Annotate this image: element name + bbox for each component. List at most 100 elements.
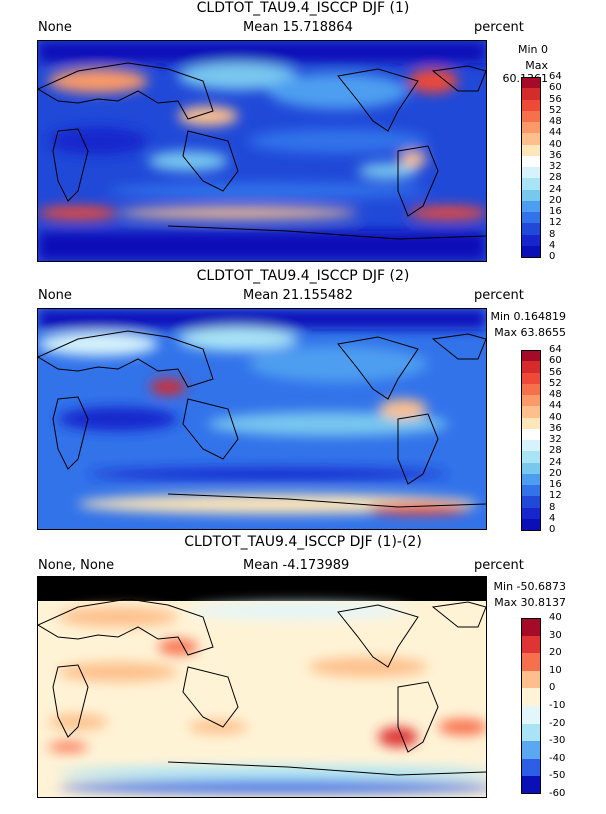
colorbar-tick-label: 30 <box>549 629 562 641</box>
colorbar-tick-label: 60 <box>549 355 562 367</box>
panel-1: CLDTOT_TAU9.4_ISCCP DJF (1) None Mean 15… <box>0 0 606 270</box>
colorbar-tick-label: 0 <box>549 524 556 535</box>
colorbar-swatch <box>521 462 541 475</box>
colorbar-tick-label: -60 <box>549 788 566 799</box>
colorbar-swatch <box>521 88 541 100</box>
colorbar-tick-label: 20 <box>549 647 562 659</box>
colorbar-tick-label: 36 <box>549 149 562 161</box>
map-field <box>38 577 486 797</box>
colorbar-tick-label: 0 <box>549 682 556 694</box>
colorbar-tick-label: 8 <box>549 501 556 513</box>
map-field <box>38 41 486 261</box>
colorbar-tick-label: 44 <box>549 400 562 412</box>
map-field <box>38 309 486 529</box>
max-label: Max 30.8137 <box>494 596 566 609</box>
colorbar-swatch <box>521 372 541 385</box>
colorbar-swatch <box>521 189 541 202</box>
mean-label: Mean 21.155482 <box>243 288 353 303</box>
colorbar-tick-label: 4 <box>549 512 556 524</box>
colorbar-swatch <box>521 234 541 247</box>
colorbar-swatch <box>521 383 541 396</box>
max-label: Max 63.8655 <box>494 326 566 339</box>
colorbar-swatch <box>521 618 541 637</box>
colorbar-tick-label: 8 <box>549 228 556 240</box>
colorbar-tick-label: 16 <box>549 479 562 490</box>
colorbar-swatch <box>521 670 541 689</box>
colorbar-swatch <box>521 178 541 190</box>
colorbar-swatch <box>521 688 541 707</box>
colorbar-swatch <box>521 776 541 795</box>
colorbar-tick-label: 4 <box>549 239 556 251</box>
colorbar-tick-label: -40 <box>549 752 566 764</box>
min-label: Min 0.164819 <box>490 310 566 323</box>
colorbar-swatch <box>521 428 541 441</box>
colorbar-swatch <box>521 741 541 760</box>
colorbar-swatch <box>521 706 541 725</box>
colorbar-swatch <box>521 496 541 508</box>
mean-label: Mean -4.173989 <box>243 558 350 573</box>
map-plot <box>37 40 487 262</box>
colorbar-tick-label: 24 <box>549 183 562 195</box>
colorbar-tick-label: -30 <box>549 735 566 747</box>
colorbar-tick-label: 64 <box>549 71 562 82</box>
units-label: percent <box>474 20 524 35</box>
variable-label: None <box>38 20 72 35</box>
panel-title: CLDTOT_TAU9.4_ISCCP DJF (1)-(2) <box>184 534 422 550</box>
variable-label: None <box>38 288 72 303</box>
colorbar-tick-label: 28 <box>549 445 562 457</box>
colorbar-tick-label: 48 <box>549 116 562 127</box>
colorbar-tick-label: 36 <box>549 422 562 434</box>
colorbar-tick-label: 52 <box>549 104 562 116</box>
colorbar-swatch <box>521 245 541 258</box>
colorbar-swatch <box>521 417 541 430</box>
colorbar-swatch <box>521 451 541 463</box>
colorbar-tick-label: 24 <box>549 456 562 468</box>
min-label: Min -50.6873 <box>493 580 566 593</box>
panel-title: CLDTOT_TAU9.4_ISCCP DJF (1) <box>196 0 410 16</box>
colorbar-swatch <box>521 167 541 179</box>
colorbar-tick-label: 20 <box>549 467 562 479</box>
mean-label: Mean 15.718864 <box>243 20 353 35</box>
colorbar-tick-label: 20 <box>549 194 562 206</box>
colorbar-tick-label: -50 <box>549 770 566 782</box>
colorbar-swatch <box>521 223 541 235</box>
colorbar-tick-label: -10 <box>549 700 566 711</box>
colorbar-swatch <box>521 144 541 157</box>
colorbar-swatch <box>521 212 541 224</box>
colorbar-swatch <box>521 155 541 168</box>
colorbar-tick-label: 0 <box>549 251 556 262</box>
colorbar-swatch <box>521 440 541 452</box>
colorbar-tick-label: 28 <box>549 172 562 184</box>
colorbar-tick-label: 12 <box>549 217 562 229</box>
colorbar-swatch <box>521 485 541 497</box>
colorbar-swatch <box>521 99 541 112</box>
colorbar-tick-label: 64 <box>549 344 562 355</box>
colorbar-tick-label: 56 <box>549 93 562 105</box>
colorbar-tick-label: 32 <box>549 434 562 445</box>
panel-2: CLDTOT_TAU9.4_ISCCP DJF (2) None Mean 21… <box>0 268 606 538</box>
colorbar-tick-label: 52 <box>549 377 562 389</box>
colorbar-tick-label: 40 <box>549 612 562 623</box>
colorbar-swatch <box>521 507 541 520</box>
colorbar-tick-label: 56 <box>549 366 562 378</box>
map-plot <box>37 308 487 530</box>
colorbar-tick-label: 40 <box>549 411 562 423</box>
colorbar-swatch <box>521 122 541 134</box>
colorbar-tick-label: 60 <box>549 82 562 94</box>
colorbar-swatch <box>521 635 541 654</box>
colorbar-swatch <box>521 350 541 362</box>
colorbar-swatch <box>521 653 541 672</box>
units-label: percent <box>474 558 524 573</box>
colorbar-tick-label: 32 <box>549 161 562 172</box>
panel-title: CLDTOT_TAU9.4_ISCCP DJF (2) <box>196 268 410 284</box>
colorbar-tick-label: 44 <box>549 127 562 139</box>
colorbar-swatch <box>521 406 541 418</box>
colorbar-swatch <box>521 361 541 373</box>
colorbar-swatch <box>521 723 541 742</box>
colorbar-tick-label: 16 <box>549 206 562 217</box>
units-label: percent <box>474 288 524 303</box>
variable-label: None, None <box>38 558 115 573</box>
colorbar-swatch <box>521 518 541 531</box>
panel-3: CLDTOT_TAU9.4_ISCCP DJF (1)-(2) None, No… <box>0 534 606 804</box>
colorbar-tick-label: 40 <box>549 138 562 150</box>
